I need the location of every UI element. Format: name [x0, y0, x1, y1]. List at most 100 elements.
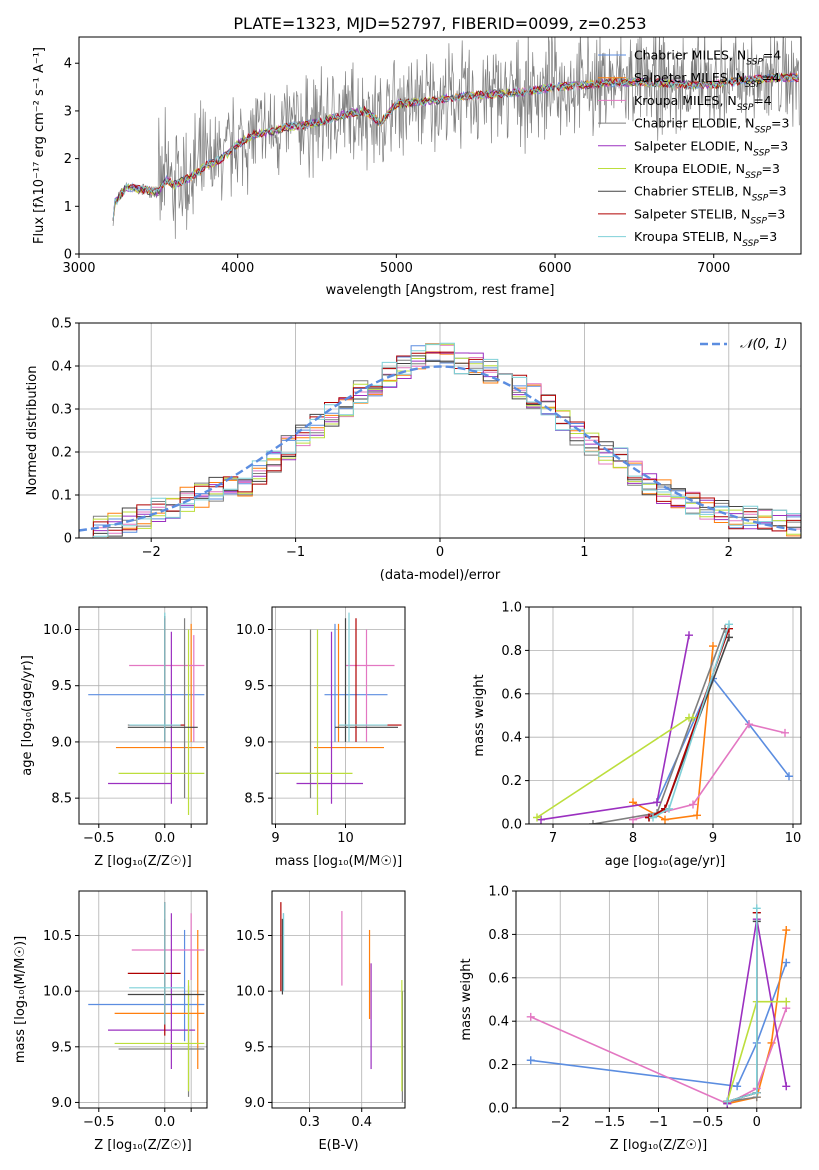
mass-weight-vs-Z-xlabel: Z [log₁₀(Z/Z☉)] — [610, 1138, 707, 1153]
spectrum-xtick-label: 6000 — [538, 261, 571, 276]
mass-weight-vs-Z-line-kroupa_miles — [530, 1007, 788, 1105]
age-vs-mass-plot-area — [275, 612, 402, 816]
mass-weight-vs-Z-ytick-label: 0.4 — [488, 1015, 509, 1030]
age-vs-Z-ytick-label: 9.0 — [51, 735, 72, 750]
age-vs-Z-frame — [78, 606, 208, 825]
mass-weight-vs-age-marker-kroupa_miles — [689, 800, 697, 809]
residuals-panel: −2 −1 0 1 2 0 0.1 0.2 0.3 0.4 0.5 (data-model)/erro… — [25, 317, 802, 583]
residuals-ytick-label: 0 — [64, 532, 72, 547]
mass-vs-ebv-xlabel: E(B-V) — [318, 1138, 358, 1153]
mass-weight-vs-Z-ytick-label: 1.0 — [488, 885, 509, 900]
mass-weight-vs-age-ytick-label: 0.0 — [501, 818, 522, 833]
spectrum-xtick-label: 7000 — [697, 261, 730, 276]
spectrum-ytick-label: 2 — [64, 152, 72, 167]
mass-weight-vs-age-panel: 7 8 9 10 0.0 0.2 0.4 0.6 0.8 1.0 age [log₁₀(age/yr… — [472, 601, 802, 869]
mass-weight-vs-Z-marker-kroupa_miles — [526, 1012, 535, 1021]
mass-weight-vs-age-ytick-label: 0.6 — [501, 687, 522, 702]
mass-weight-vs-age-marker-chabrier_elodie — [589, 820, 597, 824]
mass-weight-vs-age-marker-kroupa_elodie — [689, 713, 697, 722]
mass-weight-vs-Z-marker-kroupa_stelib — [752, 1088, 761, 1097]
mass-weight-vs-age-marker-salpeter_miles — [693, 811, 701, 820]
spectrum-ytick-label: 3 — [64, 104, 72, 119]
residuals-xtick-label: 0 — [436, 545, 444, 560]
age-vs-mass-xtick-label: 10 — [337, 831, 354, 846]
residuals-ytick-label: 0.1 — [51, 489, 72, 504]
mass-vs-Z-panel: −0.5 0.0 9.0 9.5 10.0 10.5 Z [log₁₀(Z/Z☉)] mass… — [13, 890, 208, 1153]
residuals-ytick-label: 0.5 — [51, 317, 72, 332]
mass-weight-vs-Z-xtick-label: 0 — [753, 1115, 761, 1130]
histogram-chabrier_stelib — [79, 355, 801, 538]
spectrum-ytick-label: 1 — [64, 200, 72, 215]
mass-weight-vs-Z-marker-kroupa_stelib — [723, 1097, 732, 1106]
mass-vs-ebv-ytick-label: 9.5 — [244, 1040, 265, 1055]
age-vs-mass-ytick-label: 9.0 — [244, 735, 265, 750]
mass-weight-vs-Z-marker-kroupa_stelib — [752, 904, 761, 913]
mass-weight-vs-age-ylabel: mass weight — [472, 674, 487, 756]
mass-weight-vs-age-marker-kroupa_elodie — [533, 813, 541, 822]
mass-vs-ebv-panel: 0.3 0.4 9.0 9.5 10.0 10.5 E(B-V) — [236, 890, 406, 1153]
mass-vs-ebv-ytick-label: 9.0 — [244, 1096, 265, 1111]
mass-vs-Z-frame — [78, 890, 208, 1109]
spectrum-panel: 3000 4000 5000 6000 7000 0 1 2 3 4 wavelength [Ang… — [32, 36, 802, 298]
residuals-ytick-label: 0.2 — [51, 446, 72, 461]
mass-weight-vs-Z-marker-chabrier_miles — [733, 1082, 742, 1091]
age-vs-Z-xtick-label: 0.0 — [154, 831, 175, 846]
mass-weight-vs-age-ytick-label: 0.4 — [501, 731, 522, 746]
mass-weight-vs-Z-marker-chabrier_miles — [782, 958, 791, 967]
mass-vs-Z-plot-area — [88, 902, 205, 1097]
mass-vs-Z-xtick-label: −0.5 — [83, 1115, 115, 1130]
spectrum-plot-area — [112, 37, 800, 239]
mass-weight-vs-age-line-kroupa_miles — [632, 723, 786, 821]
mass-weight-vs-age-xtick-label: 10 — [785, 831, 802, 846]
normal-curve-line — [79, 365, 801, 532]
residuals-plot-area — [79, 342, 801, 538]
legend-label-kroupa_elodie: Kroupa ELODIE, NSSP=3 — [634, 161, 780, 181]
age-vs-Z-xlabel: Z [log₁₀(Z/Z☉)] — [94, 854, 191, 869]
age-vs-mass-xlabel: mass [log₁₀(M/M☉)] — [275, 854, 402, 869]
legend-label-normal: 𝒩(0, 1) — [740, 337, 787, 352]
legend-label-chabrier_stelib: Chabrier STELIB, NSSP=3 — [634, 184, 787, 204]
mass-weight-vs-Z-marker-salpeter_elodie — [782, 1082, 791, 1091]
residuals-xtick-label: −2 — [142, 545, 161, 560]
age-vs-Z-ytick-label: 10.0 — [43, 623, 72, 638]
mass-weight-vs-Z-ytick-label: 0.8 — [488, 928, 509, 943]
mass-vs-ebv-xtick-label: 0.4 — [351, 1115, 372, 1130]
residuals-ytick-label: 0.3 — [51, 403, 72, 418]
mass-vs-ebv-plot-area — [280, 902, 403, 1103]
mass-vs-Z-ylabel: mass [log₁₀(M/M☉)] — [13, 936, 28, 1063]
age-vs-mass-frame — [271, 606, 406, 825]
mass-weight-vs-Z-marker-salpeter_miles — [782, 926, 791, 935]
age-vs-mass-panel: 9 10 8.5 9.0 9.5 10.0 mass [log₁₀(M/M☉)] — [236, 606, 406, 869]
residuals-xtick-label: 2 — [725, 545, 733, 560]
legend-label-salpeter_stelib: Salpeter STELIB, NSSP=3 — [634, 206, 785, 226]
mass-weight-vs-age-marker-salpeter_miles — [709, 642, 717, 651]
mass-weight-vs-age-marker-salpeter_miles — [629, 798, 637, 807]
spectrum-xtick-label: 5000 — [380, 261, 413, 276]
mass-vs-ebv-ytick-label: 10.0 — [236, 985, 265, 1000]
spectrum-xlabel: wavelength [Angstrom, rest frame] — [326, 283, 555, 298]
mass-weight-vs-age-xtick-label: 8 — [629, 831, 637, 846]
figure-title: PLATE=1323, MJD=52797, FIBERID=0099, z=0… — [233, 14, 646, 33]
age-vs-mass-ytick-label: 10.0 — [236, 623, 265, 638]
mass-weight-vs-age-marker-kroupa_miles — [745, 720, 753, 729]
age-vs-mass-ytick-label: 8.5 — [244, 792, 265, 807]
residuals-ytick-label: 0.4 — [51, 360, 72, 375]
legend-label-kroupa_miles: Kroupa MILES, NSSP=4 — [634, 93, 772, 113]
mass-weight-vs-age-marker-salpeter_miles — [661, 815, 669, 824]
spectrum-frame — [78, 36, 802, 255]
mass-weight-vs-Z-xtick-label: −2 — [551, 1115, 570, 1130]
spectrum-ytick-label: 4 — [64, 57, 72, 72]
mass-vs-ebv-ytick-label: 10.5 — [236, 929, 265, 944]
legend-label-kroupa_stelib: Kroupa STELIB, NSSP=3 — [634, 229, 777, 249]
model-spectrum-kroupa_elodie — [112, 72, 799, 221]
mass-weight-vs-age-xtick-label: 7 — [549, 831, 557, 846]
mass-vs-Z-ytick-label: 10.5 — [43, 929, 72, 944]
residuals-xlabel: (data-model)/error — [380, 568, 501, 583]
age-vs-mass-ytick-label: 9.5 — [244, 679, 265, 694]
residuals-xtick-label: 1 — [580, 545, 588, 560]
mass-vs-Z-ytick-label: 9.5 — [51, 1040, 72, 1055]
mass-weight-vs-Z-ytick-label: 0.0 — [488, 1102, 509, 1117]
mass-weight-vs-age-marker-chabrier_miles — [785, 772, 793, 781]
age-vs-Z-ytick-label: 9.5 — [51, 679, 72, 694]
